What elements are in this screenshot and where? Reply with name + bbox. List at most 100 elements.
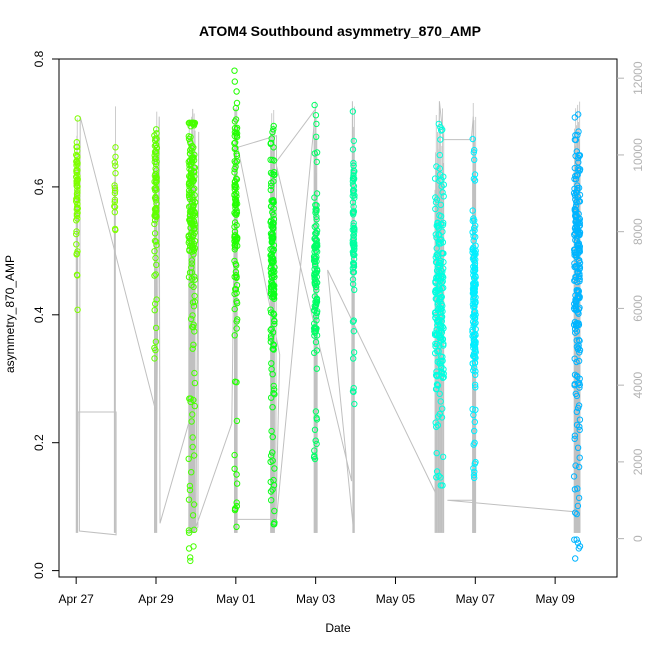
data-point [269,486,276,493]
data-point [232,178,239,185]
data-point [271,465,278,472]
data-point [571,249,578,256]
data-point [111,198,119,206]
data-point [571,277,578,284]
data-point [438,127,445,134]
data-point [437,220,445,228]
data-point [576,257,583,264]
data-point [190,501,198,508]
data-point [439,405,446,412]
data-point [191,379,199,387]
data-point [185,529,193,536]
data-point [431,175,439,182]
data-point [268,325,275,333]
data-point [431,330,439,337]
y-tick-label: 0.0 [32,562,46,579]
data-point [313,332,321,339]
data-point [575,494,583,502]
data-point [574,485,581,492]
data-point [267,169,275,177]
data-point [190,154,197,161]
data-point [191,199,199,206]
data-point [573,148,580,155]
data-point [571,136,579,143]
data-point [188,220,195,228]
data-point [471,352,478,360]
data-point [268,280,275,287]
data-point [111,196,119,204]
data-point [151,307,158,314]
y2-axis: 0 2000 4000 6000 8000 10000 12000 [617,61,645,542]
data-point [433,474,440,481]
data-point [471,364,478,371]
data-point [314,308,321,315]
data-point [470,233,477,240]
data-point [270,295,278,302]
data-point [469,290,477,297]
data-point [271,320,278,328]
data-point [313,266,321,273]
data-point [571,318,579,326]
data-point [112,162,119,169]
data-point [349,146,357,153]
data-point [74,187,81,194]
data-point [268,452,275,459]
data-point [151,230,159,237]
data-point [471,315,479,322]
data-point [268,394,275,401]
data-point [112,153,119,161]
data-point [233,207,240,214]
data-point [231,201,239,209]
data-point [186,119,193,127]
data-point [186,190,193,197]
data-point [350,174,357,182]
data-point [313,286,320,294]
y2-tick-label: 4000 [631,371,645,398]
data-point [576,375,583,382]
data-point [232,285,239,293]
data-point [191,169,198,176]
data-point [575,216,582,223]
data-point [350,349,358,356]
data-point [572,227,580,234]
data-point [231,67,238,74]
data-point [270,169,278,176]
x-tick-label: May 01 [216,592,256,606]
data-point [575,128,582,135]
data-point [440,193,447,200]
data-point [234,242,241,250]
data-point [233,222,240,229]
data-point [471,260,479,267]
data-point [112,144,119,151]
data-point [439,482,446,489]
data-point [311,275,318,283]
data-point [350,250,357,257]
data-point [270,482,278,489]
data-point [433,163,440,170]
data-point [313,190,321,197]
data-point [572,555,579,562]
data-point [470,149,477,156]
data-point [433,468,441,475]
data-point [440,325,447,332]
data-point [312,201,319,209]
data-point [270,144,277,151]
data-point [351,400,358,408]
data-point [74,177,81,184]
x-tick-label: May 03 [296,592,336,606]
data-point [270,386,278,393]
data-point [436,290,443,297]
data-point [231,78,239,85]
data-point [573,343,581,350]
data-point [267,326,274,334]
data-point [349,388,357,395]
data-point [313,120,320,128]
data-point [437,123,444,131]
data-point [437,333,445,341]
data-point [231,305,238,313]
data-point [73,180,80,187]
data-point [233,325,240,332]
data-point [311,271,318,278]
data-point [231,451,238,459]
